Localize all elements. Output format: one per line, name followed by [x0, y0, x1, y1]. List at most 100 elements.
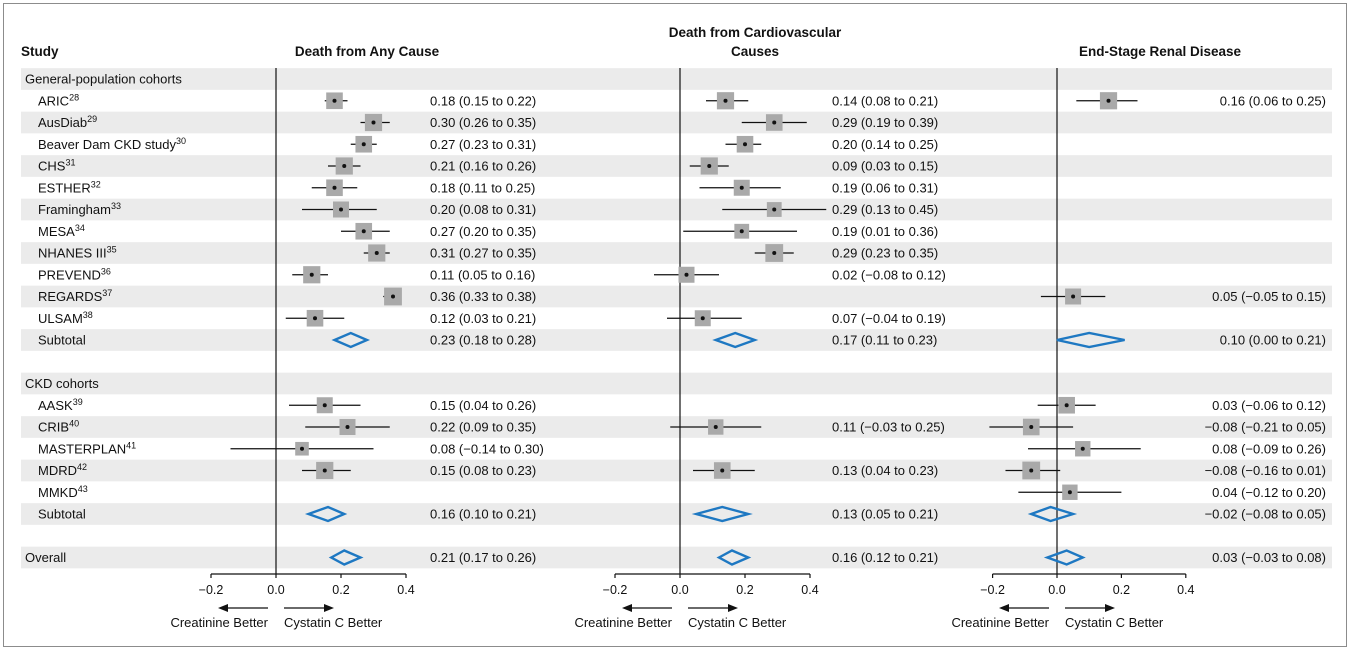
estimate-point [332, 98, 337, 103]
effect-value-label: −0.08 (−0.16 to 0.01) [1205, 463, 1326, 478]
estimate-point [1067, 490, 1072, 495]
panel-cardiovascular: −0.2 0.0 0.2 0.4 Creatinine Better Cystatin C… [574, 68, 946, 630]
subtotal-diamond [1056, 331, 1125, 349]
left-arrow-icon [999, 604, 1009, 612]
estimate-point [700, 316, 705, 321]
x-tick-label: 0.2 [736, 583, 753, 597]
row-band [21, 329, 1332, 351]
reference-superscript: 41 [126, 440, 136, 450]
estimate-point [342, 164, 347, 168]
effect-value-label: 0.16 (0.12 to 0.21) [832, 550, 938, 565]
effect-value-label: 0.12 (0.03 to 0.21) [430, 311, 536, 326]
study-label-regards: REGARDS37 [38, 288, 112, 304]
effect-value-label: 0.16 (0.06 to 0.25) [1220, 93, 1326, 108]
estimate-point [720, 468, 725, 473]
reference-superscript: 33 [111, 201, 121, 211]
effect-value-label: 0.17 (0.11 to 0.23) [832, 333, 937, 348]
estimate-point [322, 468, 327, 473]
subtotal-diamond [712, 331, 759, 349]
x-tick-label: 0.0 [267, 583, 284, 597]
effect-value-label: 0.31 (0.27 to 0.35) [430, 246, 536, 261]
row-bands [21, 68, 1332, 569]
effect-value-label: 0.15 (0.04 to 0.26) [430, 398, 536, 413]
effect-value-label: 0.23 (0.18 to 0.28) [430, 333, 536, 348]
study-label-mdrd: MDRD42 [38, 462, 87, 478]
subtotal-diamond [1027, 505, 1078, 523]
estimate-point [371, 120, 376, 125]
effect-value-label: 0.02 (−0.08 to 0.12) [832, 267, 946, 282]
reference-superscript: 29 [87, 114, 97, 124]
effect-value-label: −0.02 (−0.08 to 0.05) [1205, 507, 1326, 522]
reference-superscript: 36 [101, 266, 111, 276]
row-band [21, 68, 1332, 90]
estimate-point [1029, 425, 1034, 429]
cystatin-better-label: Cystatin C Better [284, 615, 383, 630]
estimate-point [361, 229, 366, 234]
x-tick-label: 0.2 [332, 583, 349, 597]
right-arrow-icon [1105, 604, 1115, 612]
overall-diamond [716, 549, 752, 566]
panel-title-esrd: End-Stage Renal Disease [1079, 44, 1242, 59]
x-tick-label: 0.4 [1177, 583, 1194, 597]
estimate-point [339, 207, 343, 212]
reference-superscript: 42 [77, 462, 87, 472]
effect-value-label: 0.36 (0.33 to 0.38) [430, 289, 536, 304]
effect-value-label: 0.05 (−0.05 to 0.15) [1212, 289, 1326, 304]
study-label-ulsam: ULSAM38 [38, 310, 93, 326]
estimate-point [1064, 403, 1069, 408]
estimate-point [772, 120, 777, 125]
effect-value-label: 0.30 (0.26 to 0.35) [430, 115, 536, 130]
estimate-point [684, 272, 689, 277]
left-arrow-icon [622, 604, 632, 612]
reference-superscript: 32 [91, 179, 101, 189]
reference-superscript: 30 [176, 136, 186, 146]
x-tick-label: 0.4 [801, 583, 818, 597]
x-tick-label: 0.0 [1048, 583, 1065, 597]
estimate-point [1071, 294, 1076, 299]
estimate-point [313, 316, 317, 321]
x-tick-label: 0.0 [671, 583, 688, 597]
figure-frame [3, 3, 1347, 647]
study-label-nhanes-iii: NHANES III35 [38, 245, 117, 261]
effect-value-label: 0.21 (0.16 to 0.26) [430, 159, 536, 174]
row-band [21, 546, 1332, 569]
subtotal-diamond [691, 505, 753, 523]
effect-value-label: 0.13 (0.04 to 0.23) [832, 463, 938, 478]
study-label-beaver-dam-ckd-study: Beaver Dam CKD study30 [38, 136, 186, 152]
row-labels: General-population cohorts ARIC28 AusDiab2… [25, 72, 186, 566]
group-label: General-population cohorts [25, 72, 182, 87]
subtotal-diamond [331, 331, 371, 349]
reference-superscript: 35 [107, 245, 117, 255]
creatinine-better-label: Creatinine Better [170, 615, 268, 630]
row-band [21, 111, 1332, 134]
estimate-point [361, 142, 366, 147]
reference-superscript: 39 [73, 397, 83, 407]
x-tick-label: −0.2 [980, 583, 1005, 597]
left-arrow-icon [218, 604, 228, 612]
effect-value-label: 0.09 (0.03 to 0.15) [832, 159, 938, 174]
row-band [21, 242, 1332, 264]
subtotal-label: Subtotal [38, 507, 86, 522]
subtotal-label: Subtotal [38, 333, 86, 348]
row-band [21, 155, 1332, 177]
study-label-esther: ESTHER32 [38, 179, 101, 195]
effect-value-label: 0.08 (−0.14 to 0.30) [430, 441, 544, 456]
effect-value-label: 0.29 (0.23 to 0.35) [832, 246, 938, 261]
effect-value-label: 0.14 (0.08 to 0.21) [832, 93, 938, 108]
effect-value-label: 0.11 (−0.03 to 0.25) [832, 420, 945, 435]
effect-value-label: 0.19 (0.06 to 0.31) [832, 180, 938, 195]
reference-superscript: 37 [102, 288, 112, 298]
effect-value-label: 0.21 (0.17 to 0.26) [430, 550, 536, 565]
estimate-point [739, 185, 744, 190]
effect-value-label: 0.03 (−0.03 to 0.08) [1212, 550, 1326, 565]
row-band [21, 459, 1332, 482]
effect-value-label: 0.15 (0.08 to 0.23) [430, 463, 536, 478]
effect-value-label: 0.18 (0.11 to 0.25) [430, 180, 535, 195]
estimate-point [309, 272, 314, 277]
estimate-point [374, 251, 379, 255]
effect-value-label: 0.29 (0.19 to 0.39) [832, 115, 938, 130]
estimate-point [300, 446, 304, 451]
effect-value-label: 0.22 (0.09 to 0.35) [430, 420, 536, 435]
estimate-point [713, 425, 718, 429]
x-tick-label: −0.2 [199, 583, 224, 597]
